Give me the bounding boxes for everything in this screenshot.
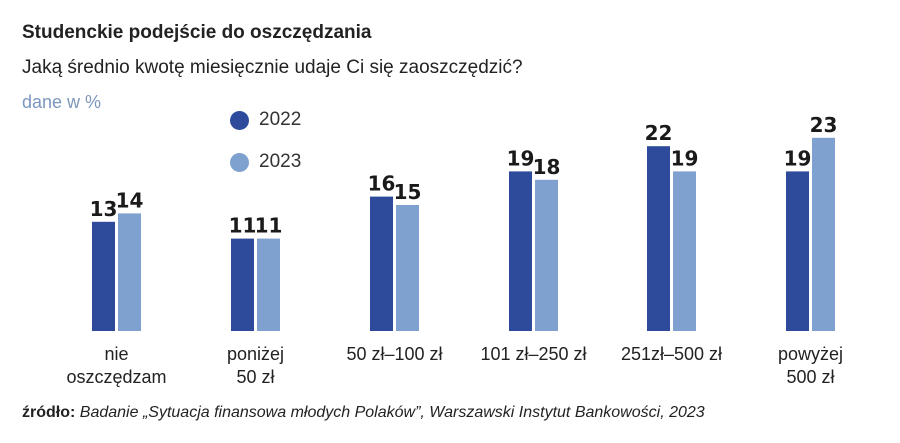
legend-swatch-2023 (230, 152, 249, 172)
value-label-2022-101-250: 19 (507, 146, 535, 170)
legend-label-2023: 2023 (259, 151, 302, 172)
bar-2022-101-250 (509, 171, 532, 331)
source-text: Badanie „Sytuacja finansowa młodych Pola… (79, 404, 705, 421)
bar-2023-powyzej-500 (812, 137, 835, 331)
value-label-2023-ponizej-50: 11 (255, 214, 283, 238)
category-label-ponizej-50: 50 zł (236, 367, 274, 387)
category-label-nie-oszczedzam: nie (104, 344, 128, 364)
value-label-2023-251-500: 19 (671, 146, 699, 170)
value-label-2022-powyzej-500: 19 (784, 146, 812, 170)
legend-item-2023: 2023 (230, 151, 301, 173)
bar-2023-50-100 (396, 205, 419, 331)
value-label-2023-nie-oszczedzam: 14 (116, 188, 144, 212)
category-label-powyzej-500: powyżej (778, 344, 843, 364)
bar-2023-ponizej-50 (257, 238, 280, 331)
value-label-2023-50-100: 15 (394, 180, 422, 204)
value-label-2023-powyzej-500: 23 (810, 113, 838, 137)
value-label-2022-50-100: 16 (368, 172, 396, 196)
category-label-ponizej-50: poniżej (227, 344, 284, 364)
value-label-2022-ponizej-50: 11 (229, 214, 257, 238)
value-label-2022-251-500: 22 (645, 121, 673, 145)
category-label-251-500: 251zł–500 zł (621, 344, 722, 364)
category-label-50-100: 50 zł–100 zł (346, 344, 442, 364)
category-label-powyzej-500: 500 zł (786, 367, 834, 387)
category-label-nie-oszczedzam: oszczędzam (66, 367, 166, 387)
legend-label-2022: 2022 (259, 109, 302, 130)
legend-swatch-2022 (230, 110, 249, 130)
chart-title: Studenckie podejście do oszczędzania (22, 22, 372, 43)
bar-2022-nie-oszczedzam (92, 221, 115, 331)
bar-2023-101-250 (535, 179, 558, 331)
category-label-101-250: 101 zł–250 zł (480, 344, 586, 364)
bar-2023-251-500 (673, 171, 696, 331)
bar-2022-ponizej-50 (231, 238, 254, 331)
bar-2023-nie-oszczedzam (118, 213, 141, 331)
unit-label: dane w % (22, 92, 102, 112)
value-label-2023-101-250: 18 (533, 155, 561, 179)
bar-2022-50-100 (370, 196, 393, 331)
bar-2022-251-500 (647, 146, 670, 331)
legend-item-2022: 2022 (230, 109, 301, 131)
value-label-2022-nie-oszczedzam: 13 (90, 197, 118, 221)
bar-2022-powyzej-500 (786, 171, 809, 331)
chart-subtitle: Jaką średnio kwotę miesięcznie udaje Ci … (22, 57, 523, 78)
source-label: źródło: (22, 404, 76, 421)
source-note: źródło: Badanie „Sytuacja finansowa młod… (22, 404, 705, 422)
